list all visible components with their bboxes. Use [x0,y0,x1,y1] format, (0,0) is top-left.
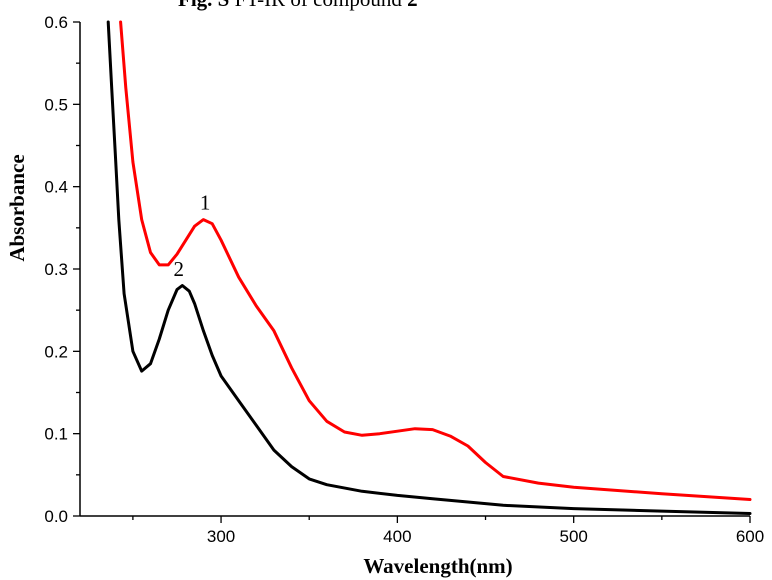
y-tick-label: 0.2 [44,342,68,361]
x-tick-label: 600 [736,527,764,546]
y-tick-label: 0.0 [44,507,68,526]
series-annotations: 12 [173,190,210,281]
y-tick-label: 0.3 [44,260,68,279]
figure-caption-prefix: Fig. S [178,0,229,11]
series-label-2: 2 [173,257,184,281]
y-tick-label: 0.1 [44,425,68,444]
y-tick-label: 0.4 [44,178,68,197]
figure-caption: Fig. S FT-IR of compound 2 [178,0,418,11]
x-tick-label: 400 [383,527,411,546]
axis-ticks [73,21,751,523]
x-tick-label: 300 [207,527,235,546]
x-tick-label: 500 [559,527,587,546]
figure-caption-text: FT-IR of compound [229,0,407,11]
y-tick-label: 0.6 [44,13,68,32]
figure-caption-compound: 2 [407,0,418,11]
series-line-1 [119,20,752,501]
y-axis-title: Absorbance [5,154,29,261]
y-tick-label: 0.5 [44,95,68,114]
series-line-2 [106,20,752,515]
x-axis-title: Wavelength(nm) [363,554,512,578]
series-lines [106,20,752,515]
series-label-1: 1 [200,190,211,214]
tick-labels: 300 400 500 600 0.0 0.1 0.2 0.3 0.4 0.5 0.6 [44,13,764,546]
